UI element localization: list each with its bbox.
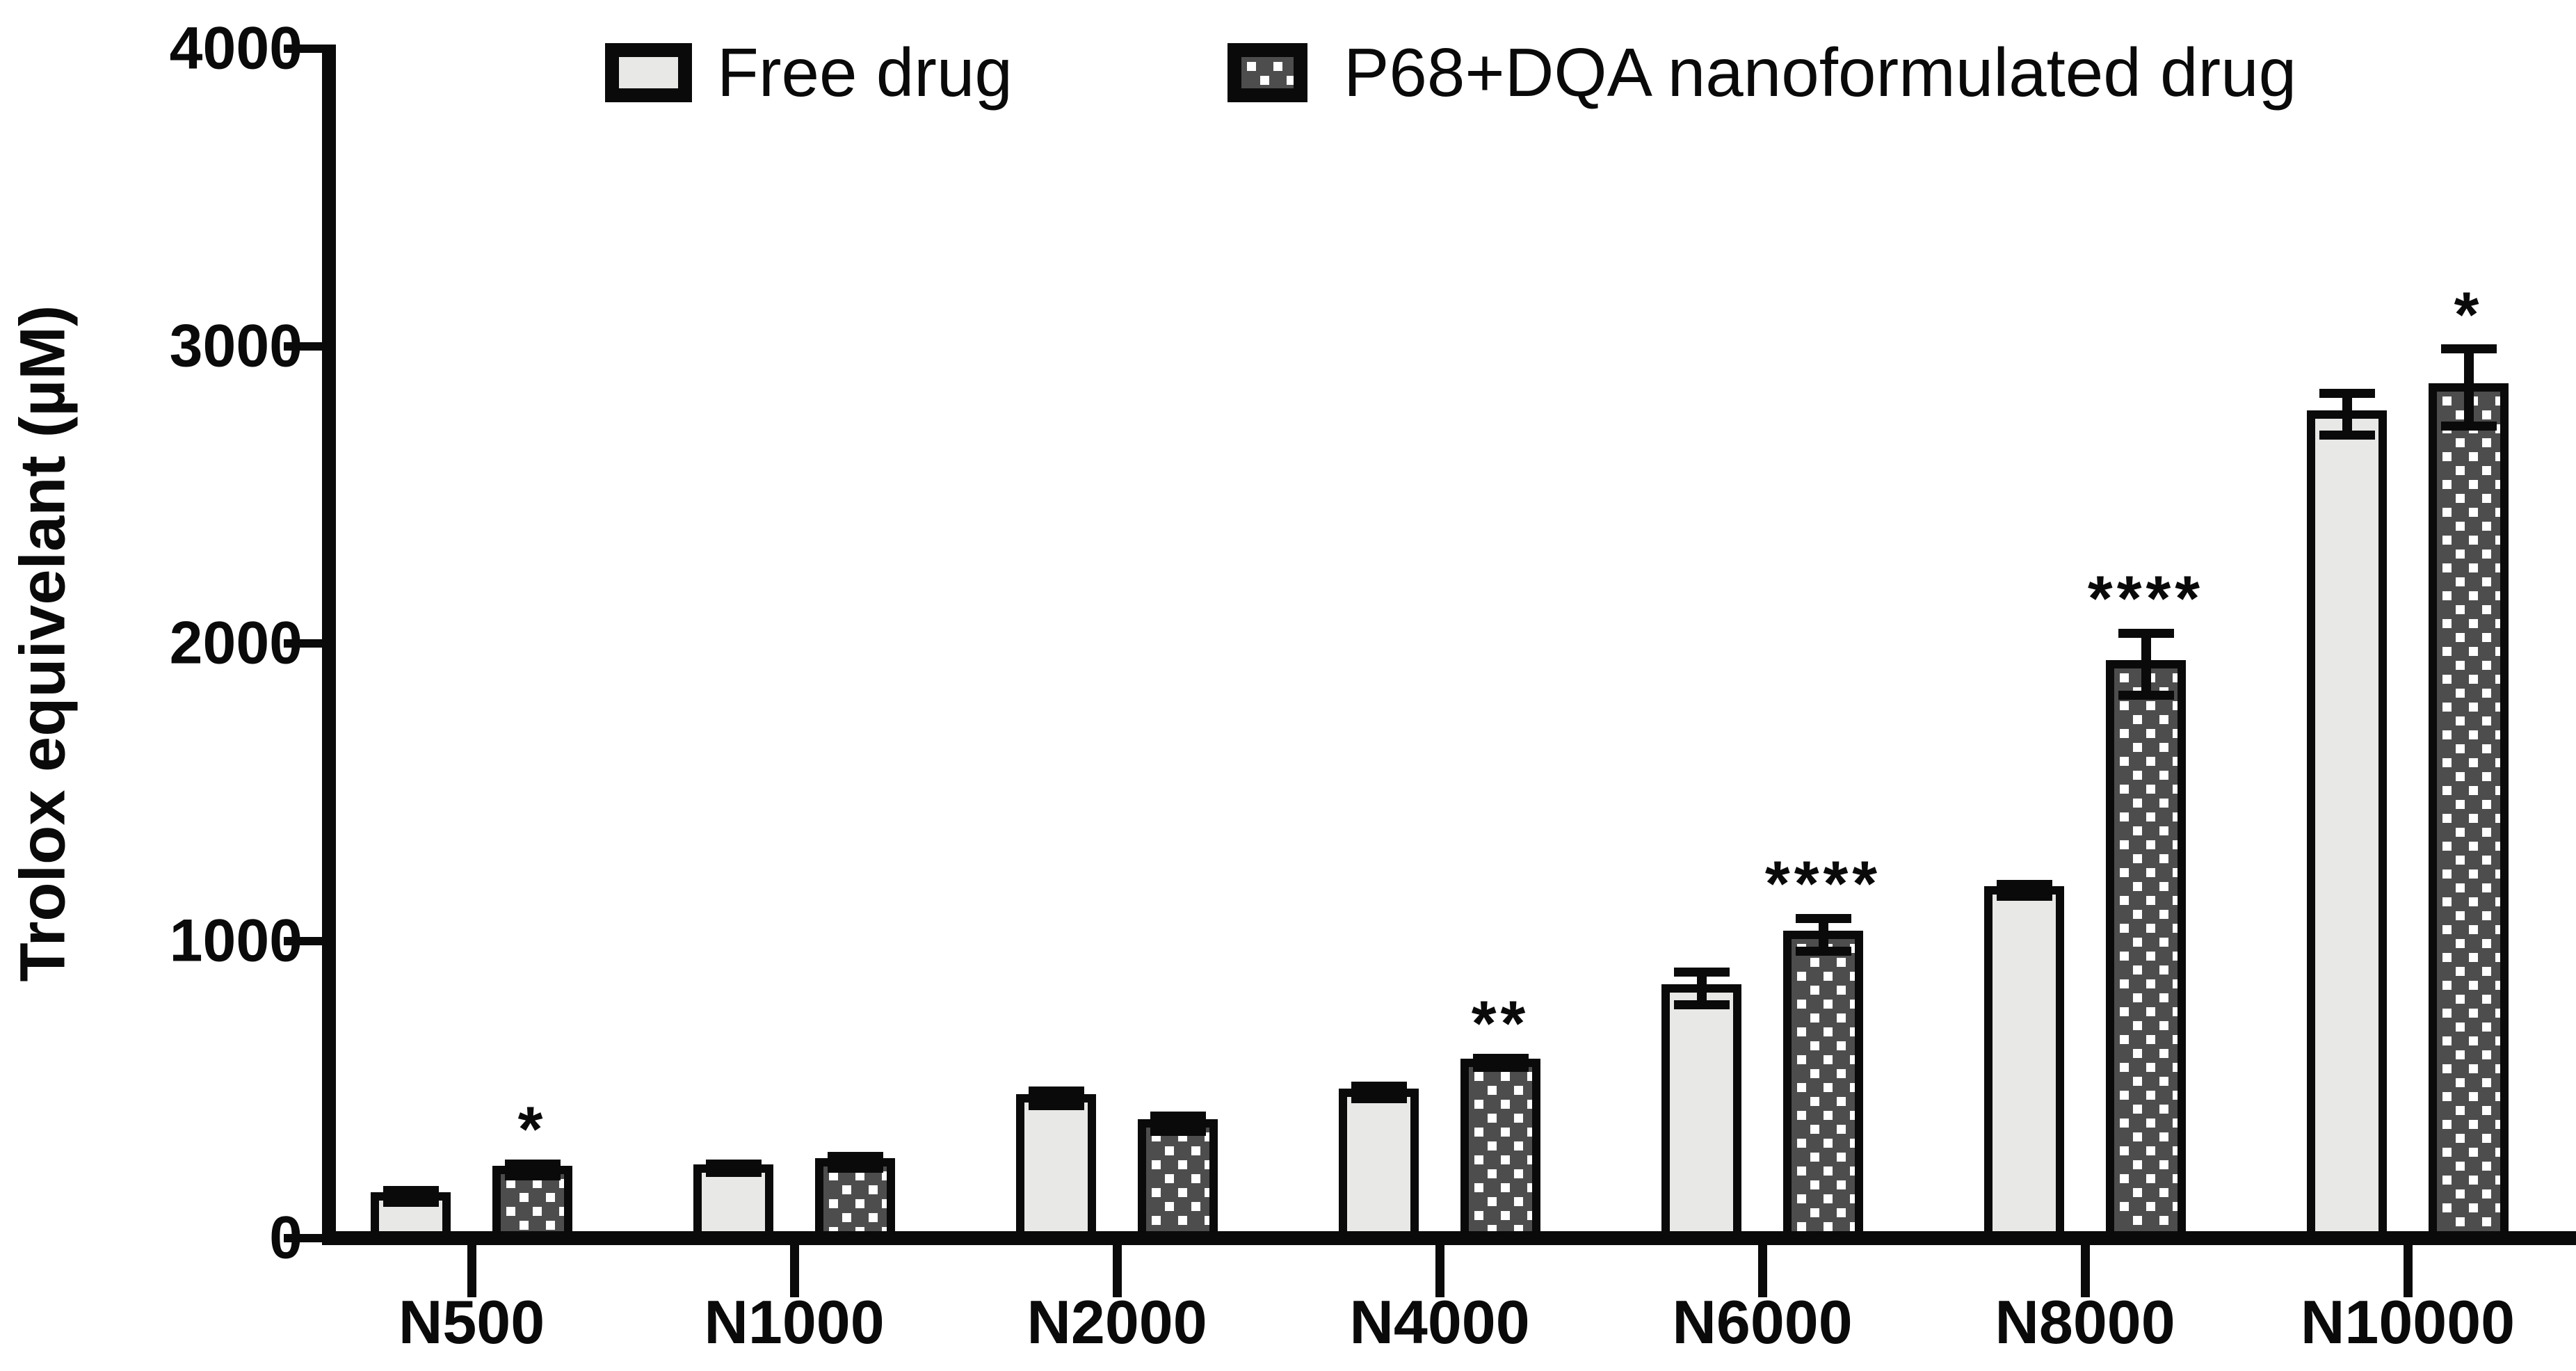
x-tick-N10000 xyxy=(2403,1245,2413,1297)
legend-swatch-free-drug xyxy=(605,42,692,102)
legend-label-free-drug: Free drug xyxy=(717,34,1013,111)
error-bar-stem-free-N6000 xyxy=(1696,972,1707,1005)
error-bar-cap-bottom-free-N1000 xyxy=(705,1168,762,1178)
significance-N8000: **** xyxy=(2087,563,2205,635)
x-tick-label-N1000: N1000 xyxy=(704,1288,885,1356)
bar-nano-N10000 xyxy=(2429,383,2509,1240)
error-bar-cap-bottom-nano-N1000 xyxy=(827,1164,883,1173)
error-bar-cap-bottom-free-N4000 xyxy=(1351,1093,1407,1103)
error-bar-cap-bottom-free-N10000 xyxy=(2319,431,2375,440)
x-tick-label-N8000: N8000 xyxy=(1995,1288,2175,1356)
error-bar-stem-nano-N6000 xyxy=(1818,918,1828,952)
dot-pattern xyxy=(1232,48,1241,57)
error-bar-cap-top-nano-N4000 xyxy=(1472,1053,1529,1063)
error-bar-cap-top-free-N4000 xyxy=(1351,1082,1407,1091)
error-bar-cap-top-free-N500 xyxy=(383,1186,439,1196)
y-tick-label-3000: 3000 xyxy=(169,312,303,379)
error-bar-cap-top-nano-N500 xyxy=(504,1159,561,1169)
error-bar-cap-bottom-free-N6000 xyxy=(1673,1000,1730,1009)
error-bar-cap-bottom-free-N2000 xyxy=(1028,1101,1084,1111)
x-tick-label-N4000: N4000 xyxy=(1349,1288,1530,1356)
dot-pattern xyxy=(1783,931,1792,939)
legend-swatch-nanoformulated-drug xyxy=(1227,42,1307,102)
y-tick-label-1000: 1000 xyxy=(169,907,303,974)
error-bar-cap-top-free-N6000 xyxy=(1673,967,1730,977)
y-tick-label-4000: 4000 xyxy=(169,15,303,82)
significance-N4000: ** xyxy=(1471,988,1530,1060)
error-bar-cap-top-nano-N8000 xyxy=(2118,628,2174,638)
dot-pattern xyxy=(1460,1059,1469,1067)
bar-free-N4000 xyxy=(1339,1088,1419,1240)
error-bar-cap-bottom-free-N500 xyxy=(383,1198,439,1208)
error-bar-cap-bottom-nano-N8000 xyxy=(2118,691,2174,700)
significance-N6000: **** xyxy=(1764,849,1882,920)
error-bar-cap-top-free-N10000 xyxy=(2319,389,2375,399)
dot-pattern xyxy=(2106,660,2114,668)
y-tick-2000 xyxy=(284,639,322,648)
y-tick-3000 xyxy=(284,342,322,351)
error-bar-cap-top-free-N8000 xyxy=(1996,879,2052,889)
y-tick-label-0: 0 xyxy=(269,1204,303,1272)
x-axis-line xyxy=(322,1231,2576,1245)
error-bar-cap-top-free-N2000 xyxy=(1028,1086,1084,1096)
dot-pattern xyxy=(492,1166,501,1174)
x-tick-N2000 xyxy=(1112,1245,1122,1297)
y-tick-label-2000: 2000 xyxy=(169,609,303,677)
bar-free-N6000 xyxy=(1661,984,1741,1240)
dot-pattern xyxy=(1138,1119,1146,1128)
legend-label-nanoformulated-drug: P68+DQA nanoformulated drug xyxy=(1344,34,2297,111)
x-tick-N6000 xyxy=(1757,1245,1767,1297)
x-tick-label-N500: N500 xyxy=(398,1288,545,1356)
error-bar-cap-top-free-N1000 xyxy=(705,1159,762,1169)
bar-nano-N6000 xyxy=(1783,930,1863,1240)
legend-item-free-drug: Free drug xyxy=(605,33,1013,112)
bar-nano-N8000 xyxy=(2106,659,2186,1240)
x-tick-label-N6000: N6000 xyxy=(1672,1288,1853,1356)
bar-free-N2000 xyxy=(1016,1094,1096,1240)
error-bar-cap-bottom-nano-N4000 xyxy=(1472,1062,1529,1072)
error-bar-cap-bottom-nano-N6000 xyxy=(1795,946,1851,956)
y-tick-0 xyxy=(284,1234,322,1242)
x-tick-label-N10000: N10000 xyxy=(2300,1288,2515,1356)
bar-nano-N4000 xyxy=(1460,1058,1540,1240)
significance-N500: * xyxy=(517,1094,547,1166)
x-tick-N1000 xyxy=(789,1245,799,1297)
x-tick-label-N2000: N2000 xyxy=(1027,1288,1207,1356)
y-tick-1000 xyxy=(284,936,322,945)
x-tick-N8000 xyxy=(2080,1245,2090,1297)
bar-free-N8000 xyxy=(1984,885,2064,1240)
y-tick-4000 xyxy=(284,45,322,53)
error-bar-cap-bottom-nano-N500 xyxy=(504,1171,561,1180)
error-bar-cap-top-nano-N6000 xyxy=(1795,913,1851,923)
x-tick-N500 xyxy=(467,1245,476,1297)
y-axis-line xyxy=(322,45,336,1245)
error-bar-cap-top-nano-N2000 xyxy=(1150,1112,1206,1121)
dot-pattern xyxy=(815,1158,823,1166)
error-bar-cap-bottom-nano-N2000 xyxy=(1150,1126,1206,1136)
error-bar-cap-top-nano-N1000 xyxy=(827,1151,883,1161)
error-bar-cap-bottom-nano-N10000 xyxy=(2440,422,2497,431)
error-bar-stem-free-N10000 xyxy=(2342,393,2352,435)
error-bar-cap-top-nano-N10000 xyxy=(2440,344,2497,354)
bar-free-N10000 xyxy=(2307,410,2387,1240)
error-bar-stem-nano-N8000 xyxy=(2141,633,2151,696)
dot-pattern xyxy=(2429,383,2437,392)
error-bar-stem-nano-N10000 xyxy=(2463,348,2474,426)
significance-N10000: * xyxy=(2454,279,2484,351)
legend-item-nanoformulated-drug: P68+DQA nanoformulated drug xyxy=(1227,33,2296,112)
bar-nano-N2000 xyxy=(1138,1119,1218,1240)
error-bar-cap-bottom-free-N8000 xyxy=(1996,891,2052,901)
x-tick-N4000 xyxy=(1435,1245,1444,1297)
